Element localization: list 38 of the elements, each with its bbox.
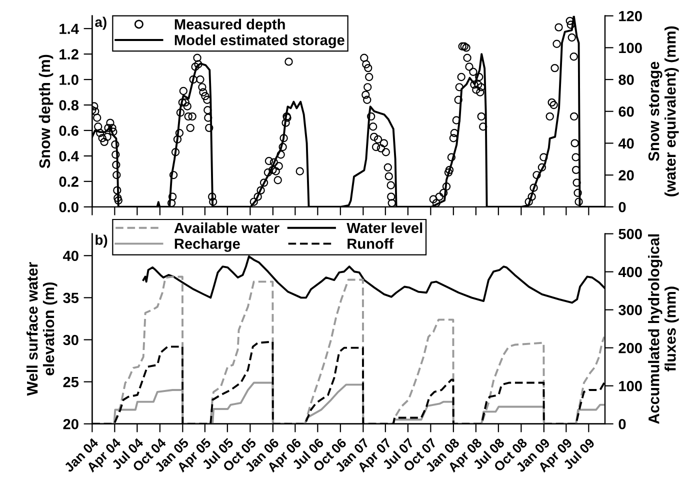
y-tick-label: 25 <box>63 376 79 388</box>
y2-tick-label: 300 <box>618 304 642 316</box>
y-axis-title: Snow depth (m) <box>38 54 54 168</box>
y-tick-label: 0.6 <box>59 126 78 136</box>
y2-tick-label: 200 <box>618 342 642 354</box>
y-tick-label: 20 <box>63 418 78 430</box>
legend-label: Model estimated storage <box>174 34 344 48</box>
y2-axis-title: Accumulated hydrological fluxes (mm) <box>648 234 679 424</box>
y2-tick-label: 40 <box>618 138 634 149</box>
y2-tick-label: 60 <box>618 106 634 117</box>
legend-label: Measured depth <box>174 18 285 32</box>
y2-tick-label: 120 <box>619 10 642 22</box>
legend-label: Available water <box>174 222 280 234</box>
annotation: b) <box>96 234 108 248</box>
y-tick-label: 40 <box>62 250 78 262</box>
y2-tick-label: 80 <box>618 74 634 85</box>
y-tick-label: 1.2 <box>60 49 78 60</box>
y-tick-label: 0.4 <box>59 151 79 162</box>
y2-tick-label: 0 <box>618 202 626 212</box>
y2-tick-label: 100 <box>619 380 642 392</box>
y2-tick-label: 0 <box>618 418 626 430</box>
y-tick-label: 35 <box>63 292 79 304</box>
legend-label: Runoff <box>348 238 394 249</box>
y2-tick-label: 20 <box>618 170 634 180</box>
legend-label: Recharge <box>174 238 240 252</box>
y-tick-label: 1.4 <box>60 24 79 34</box>
y-tick-label: 0.2 <box>59 176 78 187</box>
y2-tick-label: 100 <box>619 42 642 54</box>
annotation: a) <box>95 16 106 30</box>
y2-axis-title: Snow storage (water equivalent) (mm) <box>648 26 679 196</box>
y-tick-label: 1.0 <box>60 74 78 85</box>
legend-label: Water level <box>346 222 422 234</box>
y2-tick-label: 500 <box>618 228 642 240</box>
y-tick-label: 0.8 <box>59 100 79 110</box>
y-axis-title: Well surface water elevation (m) <box>26 262 58 396</box>
y-tick-label: 30 <box>63 334 78 346</box>
y2-tick-label: 400 <box>618 266 642 278</box>
y-tick-label: 0.0 <box>59 202 78 212</box>
